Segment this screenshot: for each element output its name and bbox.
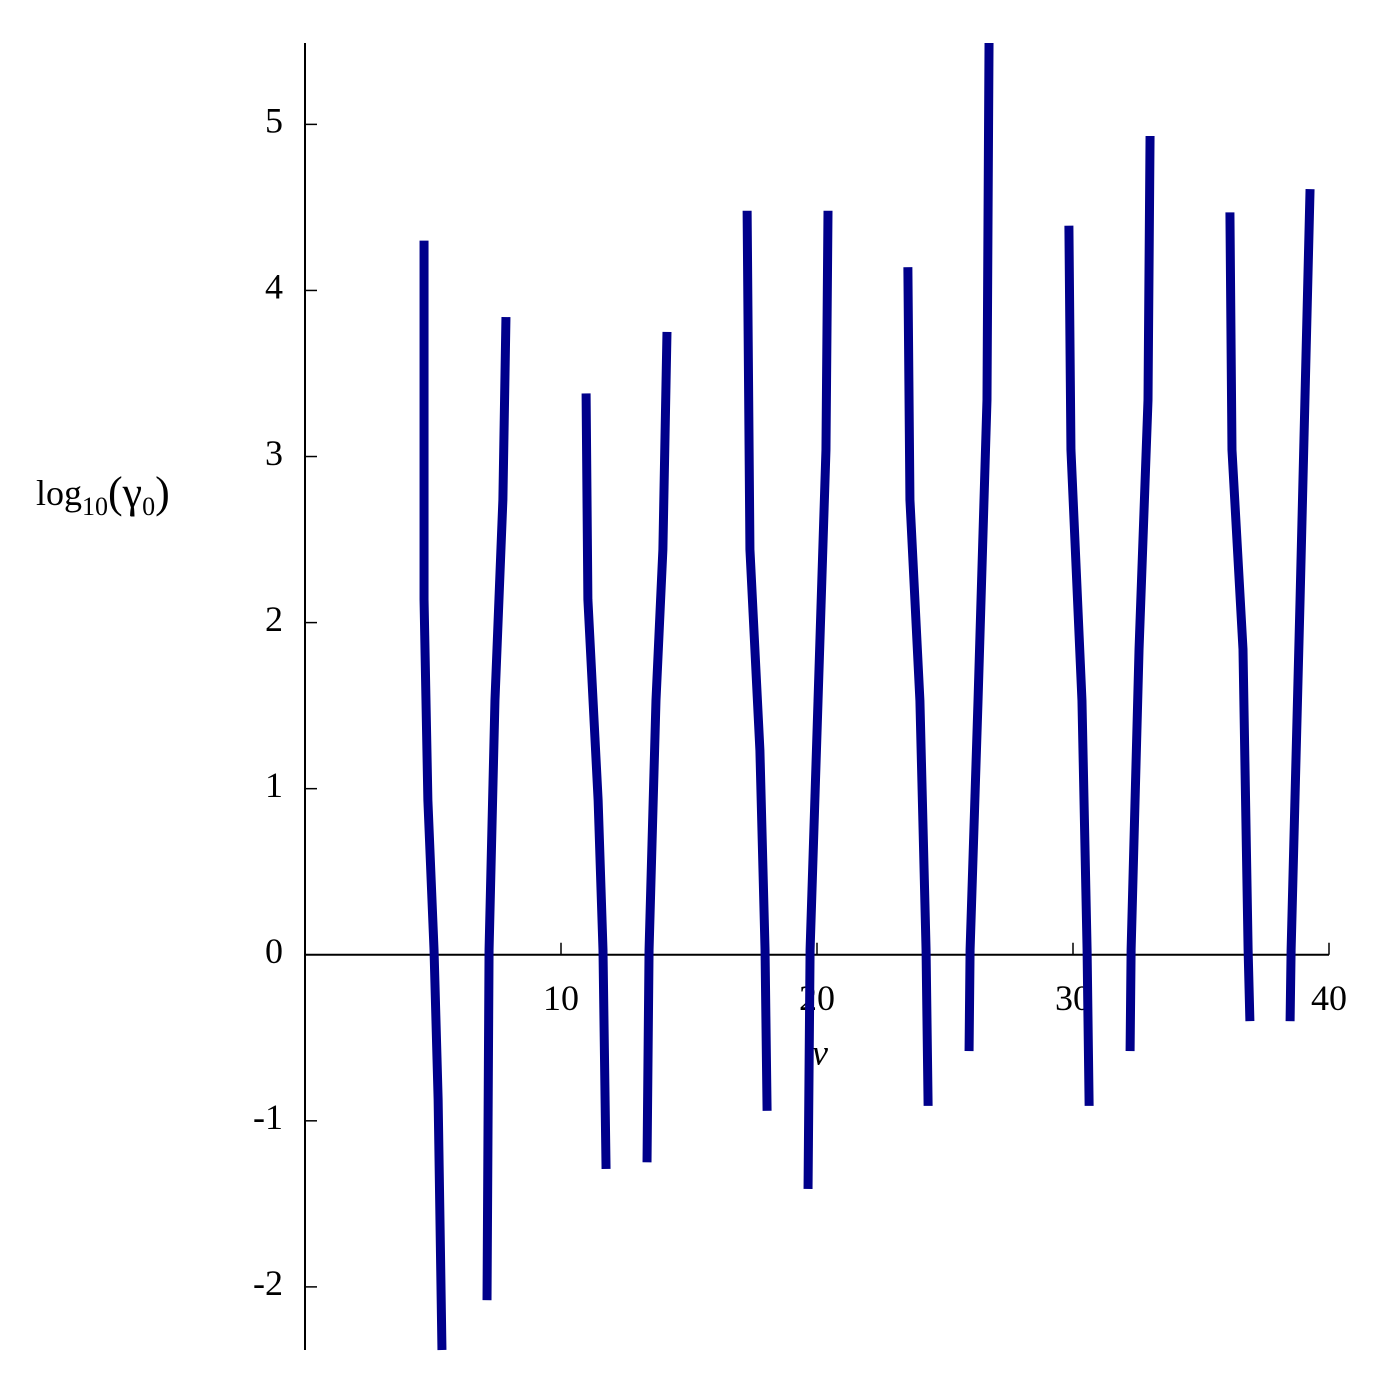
x-tick-label: 40	[1311, 978, 1347, 1018]
y-label-part: log	[36, 473, 82, 513]
x-axis-label: v	[812, 1032, 828, 1072]
y-label-sub: 0	[142, 492, 155, 521]
y-tick-label: -1	[253, 1097, 283, 1137]
y-axis-label: log10(γ0)	[36, 468, 170, 521]
y-tick-label: 1	[265, 765, 283, 805]
y-label-part: )	[155, 468, 170, 517]
y-tick-label: 3	[265, 433, 283, 473]
line-series	[419, 42, 1315, 1351]
y-tick-label: -2	[253, 1263, 283, 1303]
y-tick-label: 5	[265, 101, 283, 141]
y-label-part: (γ	[108, 468, 142, 517]
x-tick-label: 10	[543, 978, 579, 1018]
y-tick-label: 4	[265, 267, 283, 307]
y-tick-label: 0	[265, 931, 283, 971]
x-tick-label: 20	[799, 978, 835, 1018]
y-tick-label: 2	[265, 599, 283, 639]
y-label-sub: 10	[82, 492, 108, 521]
